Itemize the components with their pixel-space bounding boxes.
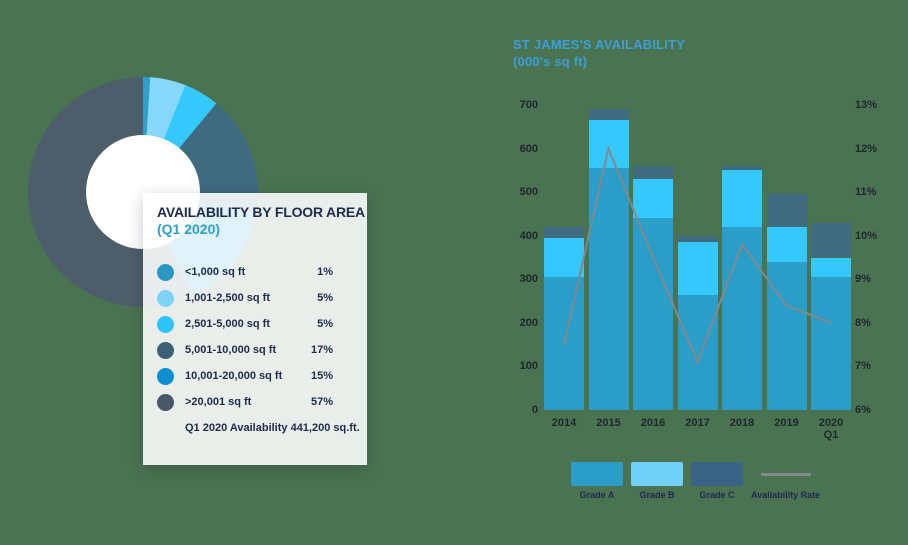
y-axis-tick-left: 700: [519, 99, 538, 111]
x-axis-label: 2017: [685, 417, 710, 429]
bar-segment-grade-c: [811, 222, 851, 258]
availability-footnote: Q1 2020 Availability 441,200 sq.ft.: [185, 422, 360, 434]
legend-value: 17%: [310, 344, 333, 356]
x-axis-label: 2020 Q1: [818, 417, 844, 441]
x-axis-label: 2019: [774, 417, 799, 429]
bar-segment-grade-b: [766, 227, 807, 262]
bar-segment-grade-a: [766, 261, 807, 410]
legend-dot: [157, 393, 174, 411]
legend-label: <1,000 sq ft: [185, 266, 246, 278]
legend-swatch: [571, 462, 623, 486]
bar-segment-grade-a: [544, 277, 584, 410]
y-axis-tick-right: 11%: [855, 186, 877, 199]
donut-legend-row: 1,001-2,500 sq ft 5%: [157, 285, 333, 311]
donut-legend-row: >20,001 sq ft 57%: [157, 389, 333, 415]
bar-segment-grade-c: [722, 166, 762, 171]
x-axis-label: 2014: [551, 417, 577, 429]
legend-label: 10,001-20,000 sq ft: [185, 370, 283, 382]
bar-chart: 0 100 200 300 400 500 600 700 6% 7% 8% 9% 10% 11% 12% 1…: [520, 95, 908, 445]
y-axis-tick-right: 10%: [855, 229, 878, 242]
legend-label: 1,001-2,500 sq ft: [185, 292, 270, 304]
bar-segment-grade-b: [677, 242, 718, 295]
donut-legend-row: 5,001-10,000 sq ft 17%: [157, 337, 333, 363]
y-axis-tick-right: 8%: [855, 316, 871, 329]
legend-value: 15%: [310, 370, 333, 382]
legend-dot: [157, 315, 174, 333]
legend-label: Grade C: [699, 490, 735, 500]
legend-swatch: [691, 462, 743, 486]
y-axis-tick-right: 7%: [855, 360, 871, 373]
bar-segment-grade-b: [722, 170, 762, 227]
legend-value: 5%: [317, 318, 333, 330]
y-axis-tick-left: 100: [519, 360, 538, 373]
bar-segment-grade-a: [811, 277, 851, 410]
donut-legend: <1,000 sq ft 1% 1,001-2,500 sq ft 5% 2,501-5…: [157, 259, 333, 415]
y-axis-tick-left: 0: [531, 404, 538, 416]
legend-swatch: [631, 462, 683, 486]
bar-legend-item: Grade B: [631, 462, 683, 500]
legend-label: Grade B: [639, 490, 675, 500]
bar-legend-item: Availability Rate: [751, 462, 820, 500]
bar-segment-grade-c: [633, 166, 673, 180]
y-axis-tick-left: 200: [519, 316, 538, 329]
y-axis-tick-left: 500: [519, 186, 538, 199]
bar-chart-title-block: ST JAMES'S AVAILABILITY (000's sq ft): [513, 36, 685, 70]
legend-value: 5%: [317, 292, 333, 304]
legend-dot: [157, 341, 174, 359]
y-axis-tick-left: 600: [519, 142, 538, 155]
bar-segment-grade-b: [544, 237, 584, 278]
bar-segment-grade-c: [766, 194, 807, 227]
y-axis-tick-right: 6%: [855, 404, 871, 416]
legend-label: Availability Rate: [751, 490, 821, 500]
bar-segment-grade-a: [633, 218, 673, 410]
donut-legend-row: 10,001-20,000 sq ft 15%: [157, 363, 333, 389]
x-axis-label: 2016: [640, 417, 666, 429]
legend-dot: [157, 263, 174, 281]
x-axis-label: 2018: [729, 417, 755, 429]
y-axis-tick-left: 300: [519, 273, 538, 286]
legend-dot: [157, 289, 174, 307]
x-axis-label: 2015: [596, 417, 621, 429]
legend-label: 2,501-5,000 sq ft: [185, 318, 270, 330]
bar-segment-grade-a: [588, 168, 629, 410]
y-axis-tick-right: 12%: [855, 142, 878, 155]
legend-label: 5,001-10,000 sq ft: [185, 344, 277, 356]
bar-segment-grade-c: [544, 227, 584, 238]
y-axis-tick-right: 9%: [855, 273, 871, 286]
bar-legend-item: Grade C: [691, 462, 743, 500]
card-subtitle: (Q1 2020): [157, 221, 221, 237]
legend-line-swatch: [760, 462, 812, 486]
y-axis-tick-left: 400: [519, 229, 538, 242]
donut-legend-row: <1,000 sq ft 1%: [157, 259, 333, 285]
bar-segment-grade-a: [722, 227, 762, 410]
bar-segment-grade-b: [633, 179, 673, 219]
bar-chart-title: ST JAMES'S AVAILABILITY: [513, 37, 686, 52]
legend-label: >20,001 sq ft: [185, 396, 252, 408]
legend-dot: [157, 367, 174, 385]
bar-segment-grade-c: [588, 109, 629, 121]
bar-segment-grade-a: [677, 294, 718, 410]
legend-value: 1%: [317, 266, 333, 278]
card-title: AVAILABILITY BY FLOOR AREA: [157, 204, 365, 220]
bar-segment-grade-b: [811, 257, 851, 278]
bar-chart-legend: Grade A Grade B Grade C Availability Rate: [571, 462, 820, 500]
legend-value: 57%: [310, 396, 333, 408]
bar-chart-subtitle: (000's sq ft): [513, 54, 588, 69]
donut-legend-row: 2,501-5,000 sq ft 5%: [157, 311, 333, 337]
legend-label: Grade A: [579, 490, 615, 500]
availability-card: AVAILABILITY BY FLOOR AREA (Q1 2020) <1,…: [143, 193, 367, 465]
bar-legend-item: Grade A: [571, 462, 623, 500]
bar-segment-grade-b: [588, 120, 629, 169]
bar-segment-grade-c: [677, 235, 718, 243]
y-axis-tick-right: 13%: [855, 99, 878, 111]
